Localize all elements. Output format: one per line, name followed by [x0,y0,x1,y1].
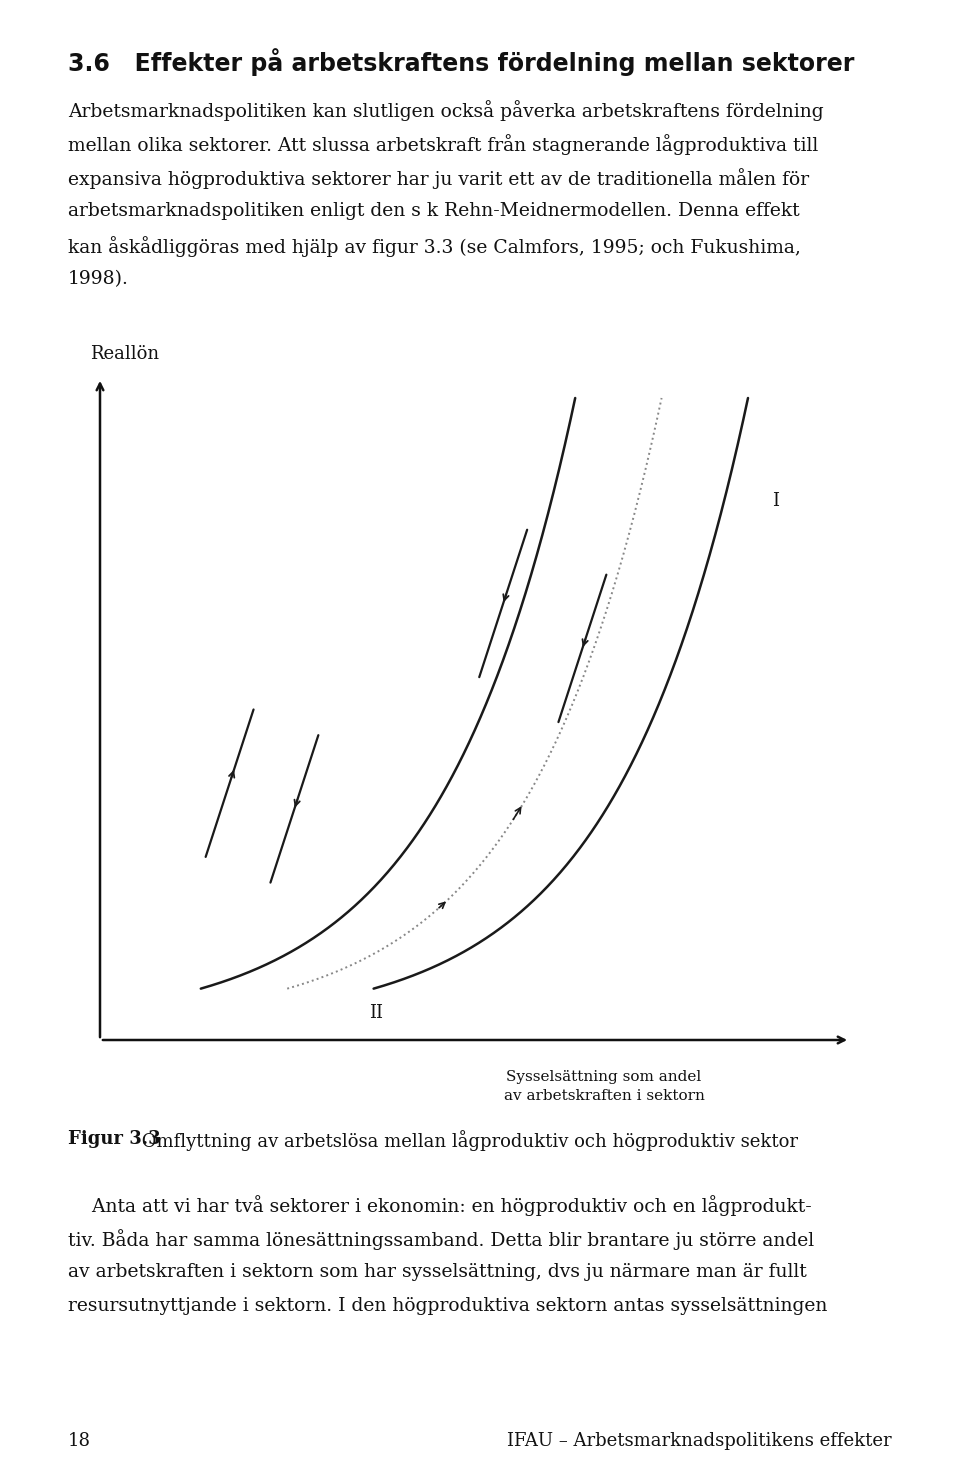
Text: mellan olika sektorer. Att slussa arbetskraft från stagnerande lågproduktiva til: mellan olika sektorer. Att slussa arbets… [68,134,818,155]
Text: 18: 18 [68,1433,91,1450]
Text: Arbetsmarknadspolitiken kan slutligen också påverka arbetskraftens fördelning: Arbetsmarknadspolitiken kan slutligen oc… [68,100,824,121]
Text: IFAU – Arbetsmarknadspolitikens effekter: IFAU – Arbetsmarknadspolitikens effekter [508,1433,892,1450]
Text: Reallön: Reallön [90,346,159,363]
Text: Sysselsättning som andel
av arbetskraften i sektorn: Sysselsättning som andel av arbetskrafte… [504,1069,705,1103]
Text: av arbetskraften i sektorn som har sysselsättning, dvs ju närmare man är fullt: av arbetskraften i sektorn som har sysse… [68,1263,806,1281]
Text: II: II [370,1004,383,1022]
Text: kan åskådliggöras med hjälp av figur 3.3 (se Calmfors, 1995; och Fukushima,: kan åskådliggöras med hjälp av figur 3.3… [68,236,801,257]
Text: I: I [773,492,780,510]
Text: Anta att vi har två sektorer i ekonomin: en högproduktiv och en lågprodukt-: Anta att vi har två sektorer i ekonomin:… [68,1195,812,1216]
Text: arbetsmarknadspolitiken enligt den s k Rehn-Meidnermodellen. Denna effekt: arbetsmarknadspolitiken enligt den s k R… [68,202,800,220]
Text: tiv. Båda har samma lönesättningssamband. Detta blir brantare ju större andel: tiv. Båda har samma lönesättningssamband… [68,1229,814,1250]
Text: Omflyttning av arbetslösa mellan lågproduktiv och högproduktiv sektor: Omflyttning av arbetslösa mellan lågprod… [136,1130,798,1151]
Text: 3.6   Effekter på arbetskraftens fördelning mellan sektorer: 3.6 Effekter på arbetskraftens fördelnin… [68,47,854,75]
Text: Figur 3.3: Figur 3.3 [68,1130,160,1148]
Text: expansiva högproduktiva sektorer har ju varit ett av de traditionella målen för: expansiva högproduktiva sektorer har ju … [68,168,809,189]
Text: 1998).: 1998). [68,270,129,288]
Text: resursutnyttjande i sektorn. I den högproduktiva sektorn antas sysselsättningen: resursutnyttjande i sektorn. I den högpr… [68,1297,828,1315]
